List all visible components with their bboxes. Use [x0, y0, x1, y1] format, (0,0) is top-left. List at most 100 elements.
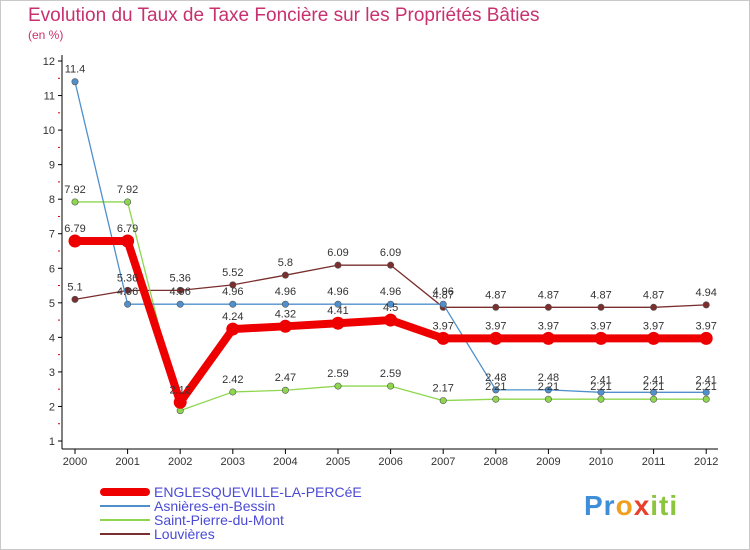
- data-label: 3.97: [643, 320, 664, 332]
- data-point: [492, 386, 500, 394]
- data-point: [650, 388, 658, 396]
- data-point: [436, 331, 450, 345]
- legend-swatch: [100, 533, 150, 535]
- series-2: [71, 198, 710, 415]
- data-label: 4.87: [485, 289, 506, 301]
- y-tick-label: 12: [43, 56, 55, 68]
- data-point: [124, 300, 132, 308]
- data-label: 2.59: [327, 368, 348, 380]
- data-point: [702, 301, 710, 309]
- series-1: [71, 78, 710, 396]
- data-point: [702, 388, 710, 396]
- data-label: 4.96: [117, 286, 138, 298]
- data-label: 3.97: [538, 320, 559, 332]
- data-label: 2.47: [275, 372, 296, 384]
- data-label: 4.96: [222, 286, 243, 298]
- data-point: [121, 234, 135, 248]
- data-point: [597, 388, 605, 396]
- data-label: 11.4: [65, 64, 86, 76]
- data-label: 2.59: [380, 368, 401, 380]
- legend-label: Saint-Pierre-du-Mont: [154, 512, 284, 528]
- data-point: [229, 300, 237, 308]
- data-label: 2.48: [538, 372, 559, 384]
- x-tick-label: 2012: [694, 456, 718, 468]
- legend-label: Asnières-en-Bessin: [154, 498, 276, 514]
- data-point: [650, 303, 658, 311]
- data-point: [71, 78, 79, 86]
- data-labels: 6.79 6.79 2.12 4.24 4.32 4.41 4.5 3.97 3.97 3.97 3…: [64, 64, 717, 397]
- data-point: [544, 386, 552, 394]
- data-point: [650, 395, 658, 403]
- data-label: 2.21: [695, 381, 716, 393]
- logo-part: iti: [650, 490, 679, 521]
- data-point: [331, 316, 345, 330]
- x-tick-label: 2009: [536, 456, 560, 468]
- data-label: 2.41: [643, 374, 664, 386]
- data-label: 6.79: [64, 223, 85, 235]
- data-point: [387, 382, 395, 390]
- data-label: 4.96: [380, 286, 401, 298]
- data-point: [541, 331, 555, 345]
- y-tick-label: 9: [49, 160, 55, 172]
- series-3: [71, 261, 710, 311]
- data-label: 4.96: [432, 286, 453, 298]
- x-tick-label: 2000: [63, 456, 87, 468]
- data-label: 5.36: [169, 272, 190, 284]
- data-label: 2.21: [643, 381, 664, 393]
- y-tick-label: 1: [49, 436, 55, 448]
- y-tick-label: 10: [43, 125, 55, 137]
- x-tick-label: 2007: [431, 456, 455, 468]
- y-tick-label: 5: [49, 298, 55, 310]
- data-point: [229, 281, 237, 289]
- data-point: [597, 303, 605, 311]
- data-label: 2.41: [590, 374, 611, 386]
- data-label: 6.09: [380, 247, 401, 259]
- data-point: [124, 198, 132, 206]
- legend-item: ENGLESQUEVILLE-LA-PERCéE: [100, 485, 362, 499]
- x-tick-label: 2003: [221, 456, 245, 468]
- data-label: 3.97: [590, 320, 611, 332]
- data-point: [387, 300, 395, 308]
- x-tick-label: 2006: [378, 456, 402, 468]
- data-label: 4.5: [383, 302, 398, 314]
- data-label: 4.87: [538, 289, 559, 301]
- data-label: 4.24: [222, 311, 243, 323]
- legend-swatch: [100, 519, 150, 521]
- data-point: [71, 295, 79, 303]
- data-label: 2.17: [432, 383, 453, 395]
- legend-label: Louvières: [154, 526, 215, 542]
- data-point: [176, 286, 184, 294]
- data-point: [492, 303, 500, 311]
- data-label: 7.92: [117, 184, 138, 196]
- data-point: [699, 331, 713, 345]
- chart-subtitle: (en %): [28, 28, 64, 42]
- logo-part: x: [633, 490, 651, 521]
- data-point: [492, 395, 500, 403]
- data-point: [594, 331, 608, 345]
- data-label: 3.97: [432, 320, 453, 332]
- proxiti-logo: Proxiti: [584, 490, 678, 522]
- data-label: 5.8: [278, 257, 293, 269]
- data-label: 4.87: [432, 289, 453, 301]
- data-label: 2.42: [222, 374, 243, 386]
- y-tick-label: 11: [44, 91, 55, 103]
- logo-part: Pr: [584, 490, 616, 521]
- series-line: [74, 81, 707, 393]
- x-tick-label: 2004: [273, 456, 297, 468]
- data-label: 2.12: [169, 384, 190, 396]
- legend-item: Saint-Pierre-du-Mont: [100, 513, 362, 527]
- data-label: 4.41: [327, 305, 348, 317]
- data-point: [68, 234, 82, 248]
- data-label: 3.97: [695, 320, 716, 332]
- data-label: 5.52: [222, 267, 243, 279]
- data-label: 4.96: [169, 286, 190, 298]
- logo-part: o: [615, 490, 634, 521]
- data-point: [489, 331, 503, 345]
- data-label: 4.87: [590, 289, 611, 301]
- data-label: 3.97: [485, 320, 506, 332]
- x-tick-label: 2008: [484, 456, 508, 468]
- data-point: [544, 395, 552, 403]
- data-label: 4.94: [695, 287, 716, 299]
